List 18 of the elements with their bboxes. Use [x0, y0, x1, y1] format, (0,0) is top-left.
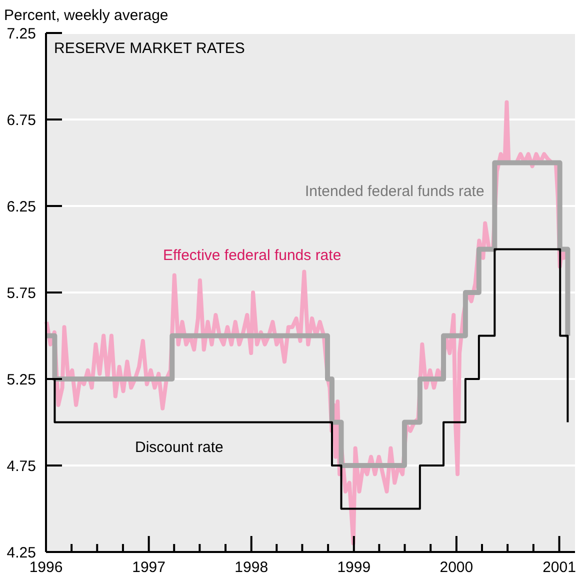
text: RESERVE MARKET RATES — [54, 40, 245, 57]
y-tick-label: 7.25 — [6, 25, 36, 42]
x-tick-label: 1999 — [337, 559, 371, 576]
x-tick-label: 1997 — [132, 559, 166, 576]
x-tick-label: 1998 — [234, 559, 268, 576]
series-label: Intended federal funds rate — [305, 183, 484, 200]
y-tick-label: 4.25 — [6, 544, 36, 562]
y-tick-label: 5.75 — [6, 284, 36, 302]
series-label: Discount rate — [135, 439, 224, 456]
series-label: Effective federal funds rate — [163, 247, 342, 264]
x-tick-label: 1996 — [29, 559, 63, 576]
y-tick-label: 4.75 — [6, 458, 36, 475]
x-tick-label: 2001 — [542, 559, 576, 576]
x-tick-label: 2000 — [440, 559, 474, 576]
y-axis-title: Percent, weekly average — [4, 7, 168, 24]
y-tick-label: 6.75 — [6, 112, 36, 129]
y-tick-label: 6.25 — [6, 198, 36, 216]
y-tick-label: 5.25 — [6, 371, 36, 388]
